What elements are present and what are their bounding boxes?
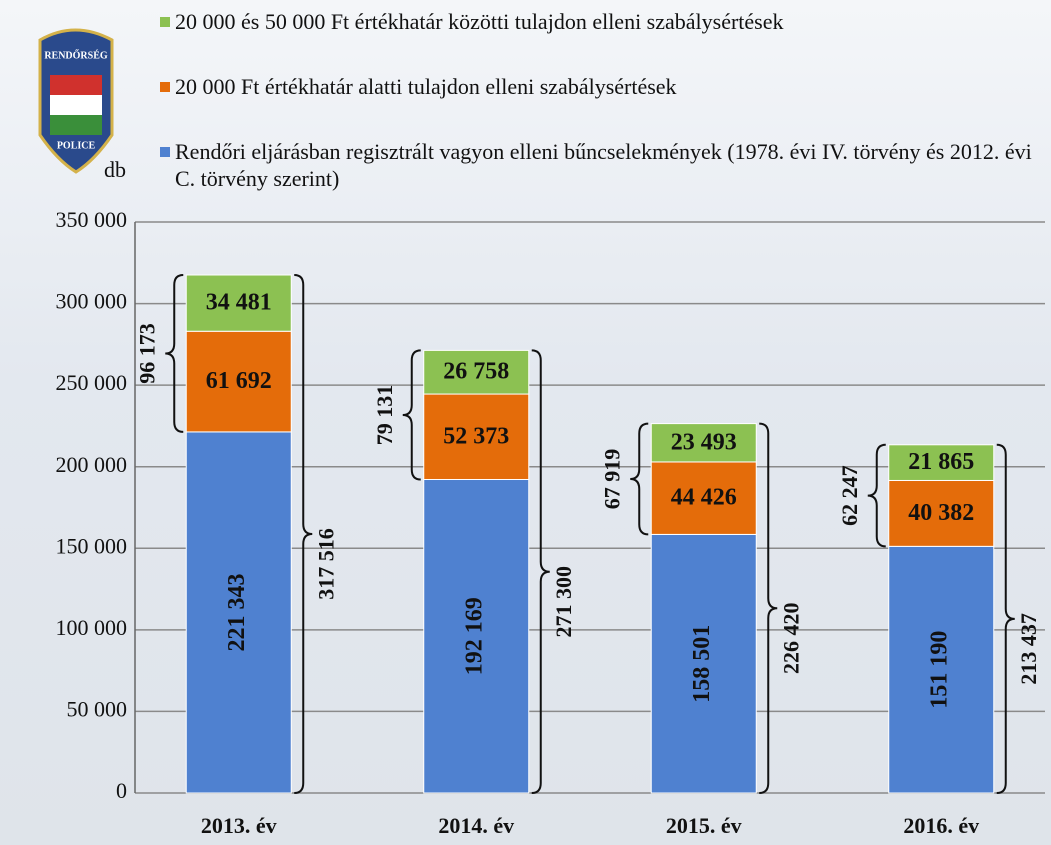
- subtotal-label: 62 247: [837, 465, 862, 526]
- bar-segment: [423, 349, 530, 395]
- value-label: 26 758: [443, 359, 509, 385]
- value-label: 23 493: [671, 429, 737, 455]
- x-tick-label: 2015. év: [666, 813, 742, 838]
- legend-swatch: [160, 17, 170, 27]
- subtotal-label: 96 173: [134, 323, 159, 384]
- bar-segment: [888, 479, 995, 547]
- total-brace: [996, 443, 1015, 794]
- total-brace: [759, 422, 778, 794]
- value-label: 52 373: [443, 423, 509, 449]
- total-label: 226 420: [778, 603, 803, 675]
- logo-text: RENDŐRSÉG: [44, 49, 108, 61]
- total-label: 317 516: [313, 528, 338, 600]
- value-label: 34 481: [206, 290, 272, 316]
- total-label: 271 300: [551, 566, 576, 638]
- bar-segment: [650, 461, 757, 535]
- total-brace: [294, 273, 313, 794]
- legend-swatch: [160, 82, 170, 92]
- x-tick-label: 2014. év: [438, 813, 514, 838]
- y-tick-label: 250 000: [56, 370, 128, 395]
- logo-stripe: [50, 115, 102, 135]
- subtotal-brace: [402, 349, 421, 481]
- subtotal-brace: [630, 422, 649, 536]
- subtotal-brace: [165, 273, 184, 433]
- value-label: 21 865: [908, 449, 974, 475]
- y-tick-label: 300 000: [56, 289, 128, 314]
- y-tick-label: 100 000: [56, 615, 128, 640]
- value-label: 192 169: [462, 597, 488, 675]
- legend-item: 20 000 Ft értékhatár alatti tulajdon ell…: [160, 73, 1040, 100]
- bar-segment: [650, 423, 757, 463]
- subtotal-brace: [867, 443, 886, 548]
- bar-segment: [423, 478, 530, 794]
- legend-swatch: [160, 147, 170, 157]
- bar-segment: [423, 393, 530, 480]
- bar-segment: [888, 545, 995, 794]
- legend-label: Rendőri eljárásban regisztrált vagyon el…: [175, 139, 1032, 191]
- bar-segment: [650, 533, 757, 794]
- legend-label: 20 000 Ft értékhatár alatti tulajdon ell…: [175, 74, 677, 99]
- value-label: 151 190: [927, 631, 953, 709]
- y-tick-label: 0: [116, 778, 127, 803]
- y-tick-label: 350 000: [56, 207, 128, 232]
- value-label: 40 382: [908, 500, 974, 526]
- legend-item: 20 000 és 50 000 Ft értékhatár közötti t…: [160, 8, 1040, 35]
- total-label: 213 437: [1016, 613, 1041, 685]
- bar-segment: [185, 330, 292, 433]
- y-tick-label: 150 000: [56, 533, 128, 558]
- logo: RENDŐRSÉG POLICE: [38, 28, 114, 174]
- y-axis-label: db: [104, 157, 126, 182]
- y-tick-label: 50 000: [67, 696, 128, 721]
- legend-item: Rendőri eljárásban regisztrált vagyon el…: [160, 138, 1040, 192]
- bar-segment: [185, 274, 292, 332]
- value-label: 61 692: [206, 368, 272, 394]
- total-brace: [531, 349, 550, 794]
- bar-segment: [888, 444, 995, 481]
- value-label: 44 426: [671, 485, 737, 511]
- x-tick-label: 2013. év: [201, 813, 277, 838]
- logo-text: POLICE: [57, 140, 96, 151]
- logo-stripe: [50, 95, 102, 115]
- subtotal-label: 67 919: [599, 449, 624, 510]
- legend: 20 000 és 50 000 Ft értékhatár közötti t…: [160, 8, 1040, 192]
- legend-label: 20 000 és 50 000 Ft értékhatár közötti t…: [175, 9, 784, 34]
- y-tick-label: 200 000: [56, 452, 128, 477]
- bar-segment: [185, 431, 292, 794]
- logo-stripe: [50, 75, 102, 95]
- x-tick-label: 2016. év: [903, 813, 979, 838]
- subtotal-label: 79 131: [372, 385, 397, 446]
- value-label: 221 343: [224, 573, 250, 651]
- value-label: 158 501: [689, 625, 715, 703]
